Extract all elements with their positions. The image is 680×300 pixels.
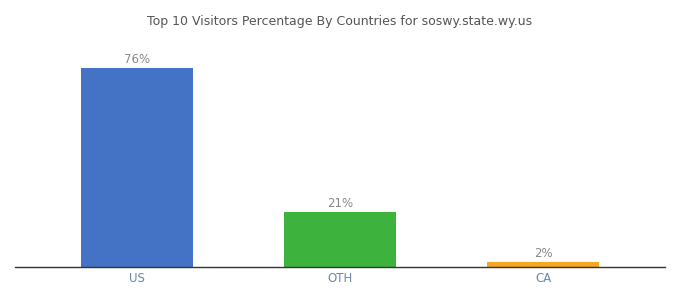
Bar: [81, 68, 192, 267]
Bar: [284, 212, 396, 267]
Bar: [488, 262, 599, 267]
Text: 76%: 76%: [124, 52, 150, 65]
Title: Top 10 Visitors Percentage By Countries for soswy.state.wy.us: Top 10 Visitors Percentage By Countries …: [148, 15, 532, 28]
Text: 2%: 2%: [534, 247, 552, 260]
Text: 21%: 21%: [327, 197, 353, 210]
